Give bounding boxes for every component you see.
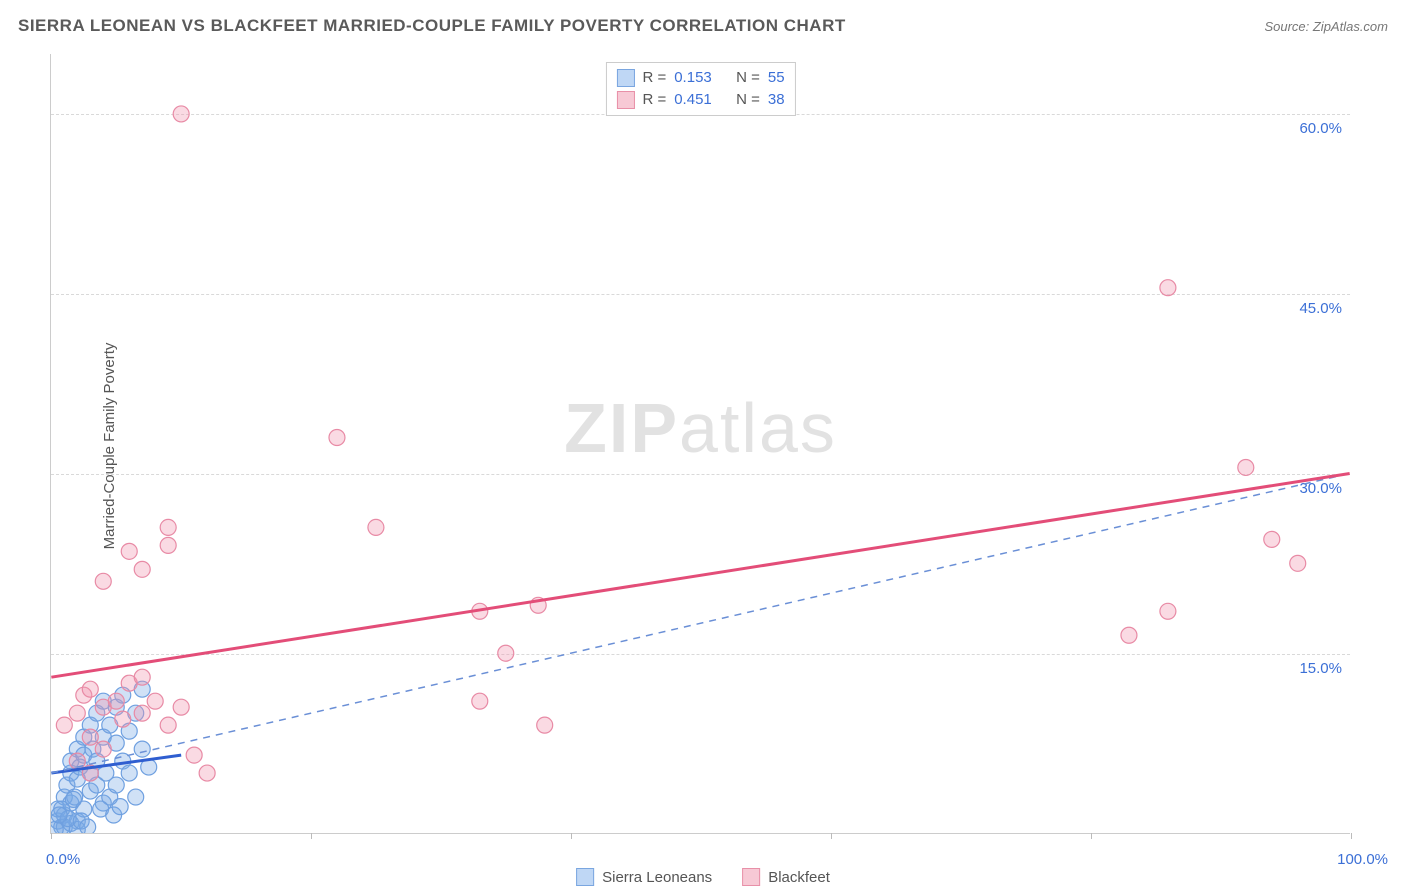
n-value-1: 55 xyxy=(768,67,785,89)
x-tick xyxy=(1091,833,1092,839)
source-prefix: Source: xyxy=(1264,19,1312,34)
legend-item-2: Blackfeet xyxy=(742,868,830,886)
plot-area: ZIPatlas 15.0%30.0%45.0%60.0% R = 0.153 … xyxy=(50,54,1350,834)
r-value-1: 0.153 xyxy=(674,67,712,89)
n-value-2: 38 xyxy=(768,89,785,111)
title-bar: SIERRA LEONEAN VS BLACKFEET MARRIED-COUP… xyxy=(18,16,1388,36)
legend-label-2: Blackfeet xyxy=(768,869,830,886)
x-tick xyxy=(571,833,572,839)
x-tick-label-right: 100.0% xyxy=(1337,851,1388,868)
r-label: R = xyxy=(642,67,666,89)
legend-bottom: Sierra Leoneans Blackfeet xyxy=(576,868,830,886)
source-name: ZipAtlas.com xyxy=(1313,19,1388,34)
source-text: Source: ZipAtlas.com xyxy=(1264,19,1388,34)
r-value-2: 0.451 xyxy=(674,89,712,111)
correlation-box: R = 0.153 N = 55 R = 0.451 N = 38 xyxy=(605,62,795,116)
n-label: N = xyxy=(736,89,760,111)
x-tick xyxy=(311,833,312,839)
legend-item-1: Sierra Leoneans xyxy=(576,868,712,886)
legend-swatch-1 xyxy=(576,868,594,886)
r-label: R = xyxy=(642,89,666,111)
corr-row-1: R = 0.153 N = 55 xyxy=(616,67,784,89)
swatch-series-1 xyxy=(616,69,634,87)
legend-label-1: Sierra Leoneans xyxy=(602,869,712,886)
n-label: N = xyxy=(736,67,760,89)
plot-svg xyxy=(51,54,1350,833)
legend-swatch-2 xyxy=(742,868,760,886)
swatch-series-2 xyxy=(616,91,634,109)
x-tick xyxy=(831,833,832,839)
x-tick-label-left: 0.0% xyxy=(46,851,80,868)
x-tick xyxy=(51,833,52,839)
chart-title: SIERRA LEONEAN VS BLACKFEET MARRIED-COUP… xyxy=(18,16,846,36)
corr-row-2: R = 0.451 N = 38 xyxy=(616,89,784,111)
x-tick xyxy=(1351,833,1352,839)
